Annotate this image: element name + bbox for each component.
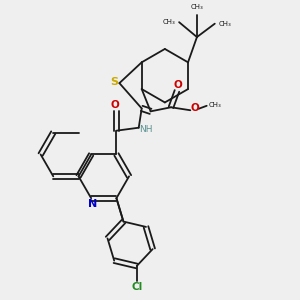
Text: CH₃: CH₃ bbox=[190, 4, 203, 10]
Text: O: O bbox=[190, 103, 199, 113]
Text: NH: NH bbox=[140, 125, 153, 134]
Text: CH₃: CH₃ bbox=[219, 21, 232, 27]
Text: Cl: Cl bbox=[131, 282, 142, 292]
Text: N: N bbox=[88, 199, 97, 208]
Text: S: S bbox=[110, 76, 118, 87]
Text: CH₃: CH₃ bbox=[208, 102, 221, 108]
Text: CH₃: CH₃ bbox=[162, 19, 175, 25]
Text: O: O bbox=[111, 100, 119, 110]
Text: O: O bbox=[173, 80, 182, 90]
